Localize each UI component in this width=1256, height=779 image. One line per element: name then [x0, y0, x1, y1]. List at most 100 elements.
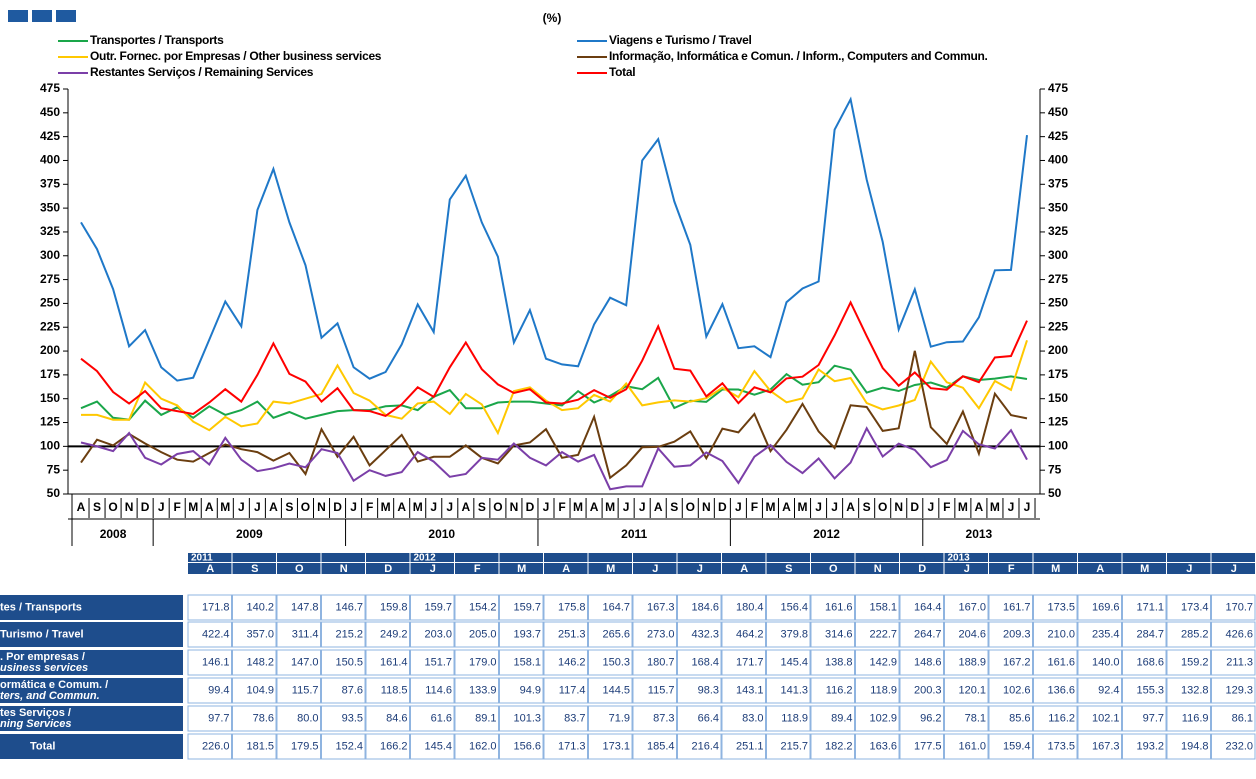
- cell-value: 87.6: [342, 684, 363, 696]
- row-label: . Por empresas /: [0, 651, 85, 663]
- cell-value: 145.4: [780, 656, 808, 668]
- data-cell: [810, 705, 855, 732]
- cell-value: 101.3: [513, 712, 541, 724]
- data-cell: [1077, 705, 1122, 732]
- cell-value: 99.4: [208, 684, 229, 696]
- month-header: N: [874, 563, 882, 575]
- cell-value: 264.7: [914, 628, 942, 640]
- x-tick-label: A: [654, 500, 663, 514]
- x-tick-label: J: [254, 500, 261, 514]
- x-tick-label: A: [846, 500, 855, 514]
- month-header: S: [251, 563, 258, 575]
- month-cell: [1033, 563, 1077, 574]
- data-cell: [499, 733, 544, 760]
- series-line: [80, 300, 1028, 417]
- data-cell: [988, 594, 1033, 621]
- year-cell: [677, 553, 721, 562]
- year-cell: [366, 553, 410, 562]
- cell-value: 92.4: [1098, 684, 1119, 696]
- series-line: [80, 364, 1028, 421]
- cell-value: 161.4: [380, 656, 408, 668]
- data-cell: [1122, 649, 1167, 676]
- cell-value: 120.1: [958, 684, 986, 696]
- x-tick-label: N: [317, 500, 326, 514]
- y-tick-label: 250: [40, 296, 60, 310]
- data-cell: [232, 649, 277, 676]
- month-header: A: [206, 563, 214, 575]
- month-header: J: [1231, 563, 1237, 575]
- cell-value: 169.6: [1092, 601, 1120, 613]
- month-header: A: [562, 563, 570, 575]
- cell-value: 114.6: [425, 684, 452, 696]
- data-cell: [810, 649, 855, 676]
- y2-tick-label: 325: [1048, 224, 1068, 238]
- series-line: [80, 96, 1028, 382]
- data-cell: [988, 677, 1033, 704]
- month-cell: [989, 563, 1033, 574]
- data-cell: [944, 621, 989, 648]
- cell-value: 168.4: [691, 656, 719, 668]
- x-tick-label: J: [927, 500, 934, 514]
- cell-value: 164.7: [602, 601, 630, 613]
- data-cell: [632, 649, 677, 676]
- year-cell: [1078, 553, 1122, 562]
- x-tick-label: S: [93, 500, 101, 514]
- month-header: J: [1186, 563, 1192, 575]
- data-cell: [276, 594, 321, 621]
- x-tick-label: J: [543, 500, 550, 514]
- cell-value: 156.4: [780, 601, 808, 613]
- data-cell: [810, 594, 855, 621]
- series-line: [80, 426, 1028, 491]
- row-label: Total: [30, 740, 55, 752]
- data-cell: [1122, 594, 1167, 621]
- year-cell: [1211, 553, 1255, 562]
- data-cell: [365, 733, 410, 760]
- data-cell: [899, 733, 944, 760]
- row-label: ning Services: [0, 718, 72, 730]
- cell-value: 118.9: [870, 684, 897, 696]
- data-cell: [988, 705, 1033, 732]
- row-label: tes / Transports: [0, 601, 82, 613]
- cell-value: 140.0: [1092, 656, 1120, 668]
- data-cell: [1122, 621, 1167, 648]
- cell-value: 78.1: [965, 712, 986, 724]
- x-tick-label: O: [108, 500, 117, 514]
- year-label: 2009: [236, 527, 263, 541]
- data-cell: [588, 594, 633, 621]
- logo-block: [8, 10, 28, 22]
- data-cell: [543, 621, 588, 648]
- data-cell: [1033, 733, 1078, 760]
- x-tick-label: A: [77, 500, 86, 514]
- cell-value: 161.6: [1047, 656, 1075, 668]
- cell-value: 188.9: [958, 656, 986, 668]
- month-header: O: [295, 563, 304, 575]
- cell-value: 96.2: [920, 712, 941, 724]
- cell-value: 85.6: [1009, 712, 1030, 724]
- data-cell: [988, 649, 1033, 676]
- cell-value: 184.6: [691, 601, 719, 613]
- data-cell: [588, 705, 633, 732]
- month-cell: [588, 563, 632, 574]
- x-tick-label: A: [205, 500, 214, 514]
- cell-value: 61.6: [431, 712, 452, 724]
- year-cell: [722, 553, 766, 562]
- data-cell: [187, 594, 232, 621]
- cell-value: 205.0: [469, 628, 497, 640]
- year-cell: [1033, 553, 1077, 562]
- data-cell: [321, 594, 366, 621]
- data-cell: [721, 677, 766, 704]
- y2-tick-label: 400: [1048, 153, 1068, 167]
- legend-label: Transportes / Transports: [90, 33, 224, 47]
- cell-value: 167.3: [1092, 740, 1120, 752]
- data-cell: [810, 621, 855, 648]
- data-cell: [365, 649, 410, 676]
- data-cell: [187, 733, 232, 760]
- cell-value: 116.2: [1048, 712, 1075, 724]
- cell-value: 357.0: [246, 628, 274, 640]
- month-cell: [321, 563, 365, 574]
- x-tick-label: J: [639, 500, 646, 514]
- data-cell: [588, 649, 633, 676]
- year-cell: [321, 553, 365, 562]
- month-cell: [499, 563, 543, 574]
- data-cell: [365, 705, 410, 732]
